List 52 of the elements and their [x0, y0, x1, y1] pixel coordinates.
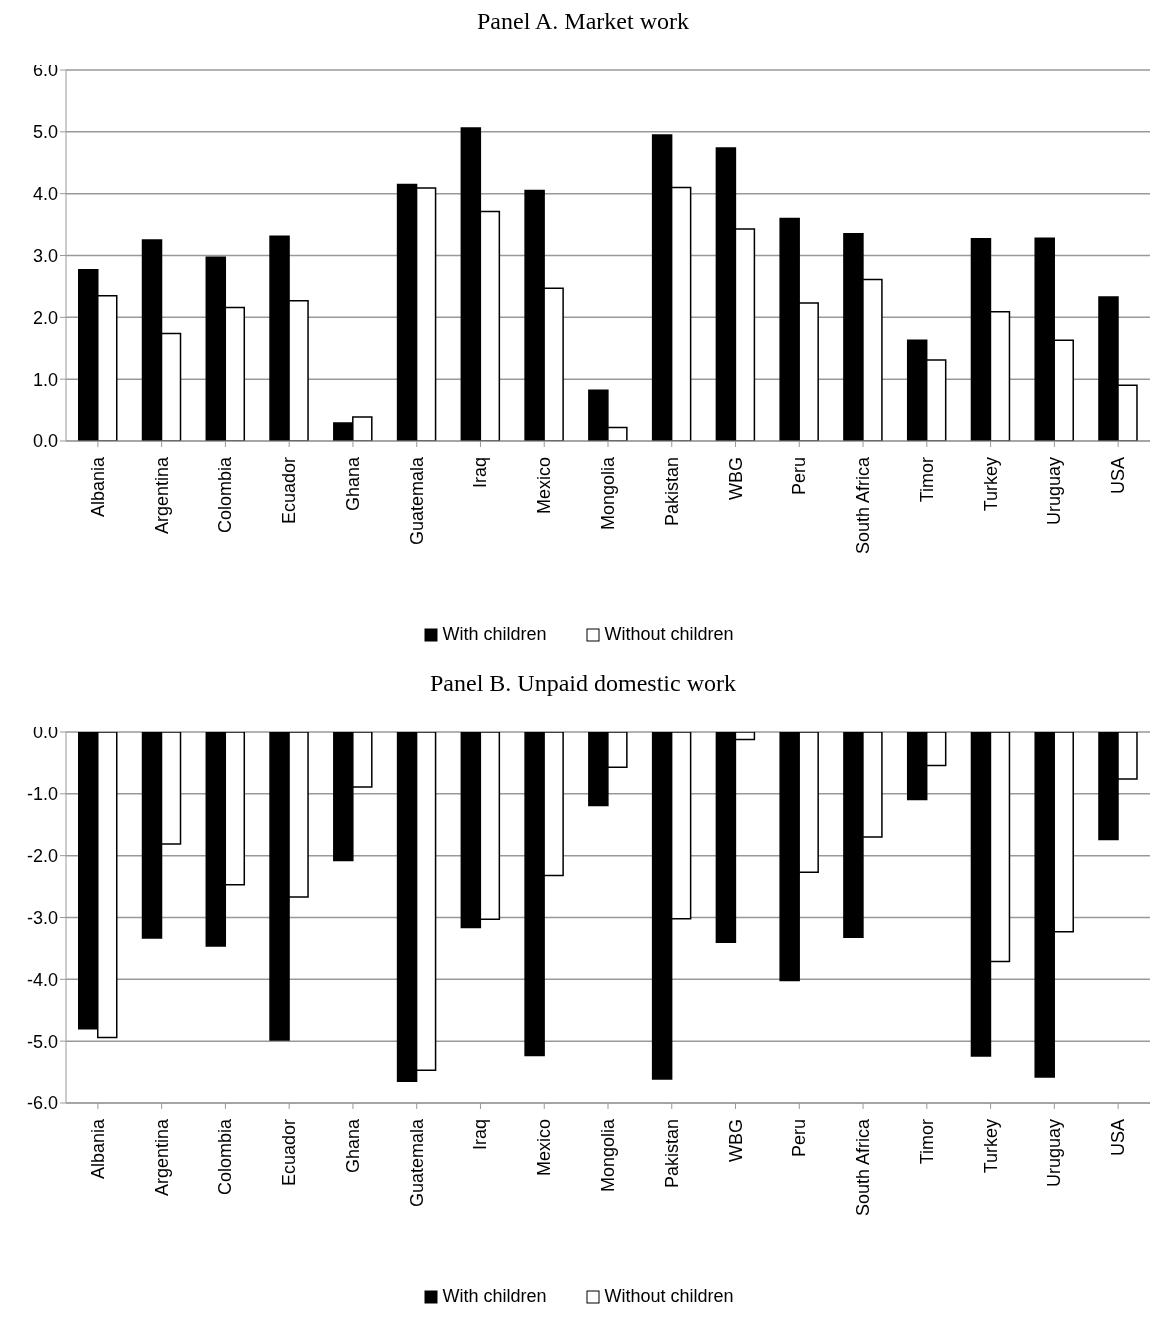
x-tick-label: South Africa — [853, 456, 874, 555]
x-tick-label: USA — [1108, 1119, 1129, 1157]
legend-label: With children — [442, 1286, 547, 1307]
x-tick-label: WBG — [725, 457, 746, 500]
x-tick-label: Peru — [789, 457, 810, 496]
x-tick-label: Uruguay — [1044, 457, 1065, 526]
x-tick-label: Turkey — [980, 457, 1001, 512]
chart-title: Panel B. Unpaid domestic work — [429, 670, 737, 697]
y-tick-label: 2.0 — [32, 307, 58, 328]
x-tick-label: South Africa — [853, 1118, 874, 1217]
x-tick-label: Guatemala — [406, 1118, 427, 1208]
legend-label: Without children — [604, 1286, 734, 1307]
x-tick-label: Albania — [87, 1118, 108, 1180]
x-tick-label: Pakistan — [661, 1119, 682, 1189]
x-tick-label: Ecuador — [279, 1119, 300, 1187]
x-tick-label: Colombia — [215, 1118, 236, 1196]
x-tick-label: Turkey — [980, 1119, 1001, 1174]
legend-label: With children — [442, 624, 547, 645]
x-tick-label: Pakistan — [661, 457, 682, 527]
x-tick-label: Uruguay — [1044, 1119, 1065, 1188]
y-tick-label: -1.0 — [26, 784, 58, 805]
y-tick-label: -3.0 — [26, 907, 58, 928]
legend-label: Without children — [604, 624, 734, 645]
x-tick-label: Iraq — [470, 457, 491, 489]
x-tick-label: Argentina — [151, 456, 172, 535]
chart-title: Panel A. Market work — [476, 8, 690, 35]
x-tick-label: Mexico — [534, 457, 555, 515]
y-tick-label: 4.0 — [32, 184, 58, 205]
y-tick-label: -4.0 — [26, 969, 58, 990]
x-tick-label: Mongolia — [598, 456, 618, 531]
x-tick-label: USA — [1108, 457, 1129, 495]
x-tick-label: Albania — [87, 456, 108, 518]
x-tick-label: Ghana — [342, 1118, 363, 1174]
x-tick-label: Ecuador — [279, 457, 300, 525]
y-tick-label: 5.0 — [32, 122, 58, 143]
x-tick-label: Iraq — [470, 1119, 491, 1151]
y-tick-label: -6.0 — [26, 1093, 58, 1114]
x-tick-label: Guatemala — [406, 456, 427, 546]
x-tick-label: Ghana — [342, 456, 363, 512]
x-tick-label: Timor — [916, 457, 937, 503]
y-tick-label: 3.0 — [32, 245, 58, 266]
x-tick-label: Argentina — [151, 1118, 172, 1197]
x-tick-label: WBG — [725, 1119, 746, 1162]
y-tick-label: 1.0 — [32, 369, 58, 390]
y-tick-label: -5.0 — [26, 1031, 58, 1052]
x-tick-label: Mongolia — [598, 1118, 618, 1193]
x-tick-label: Colombia — [215, 456, 236, 534]
y-tick-label: 0.0 — [32, 431, 58, 452]
y-tick-label: -2.0 — [26, 846, 58, 867]
x-tick-label: Peru — [789, 1119, 810, 1158]
x-tick-label: Mexico — [534, 1119, 555, 1177]
x-tick-label: Timor — [916, 1119, 937, 1165]
